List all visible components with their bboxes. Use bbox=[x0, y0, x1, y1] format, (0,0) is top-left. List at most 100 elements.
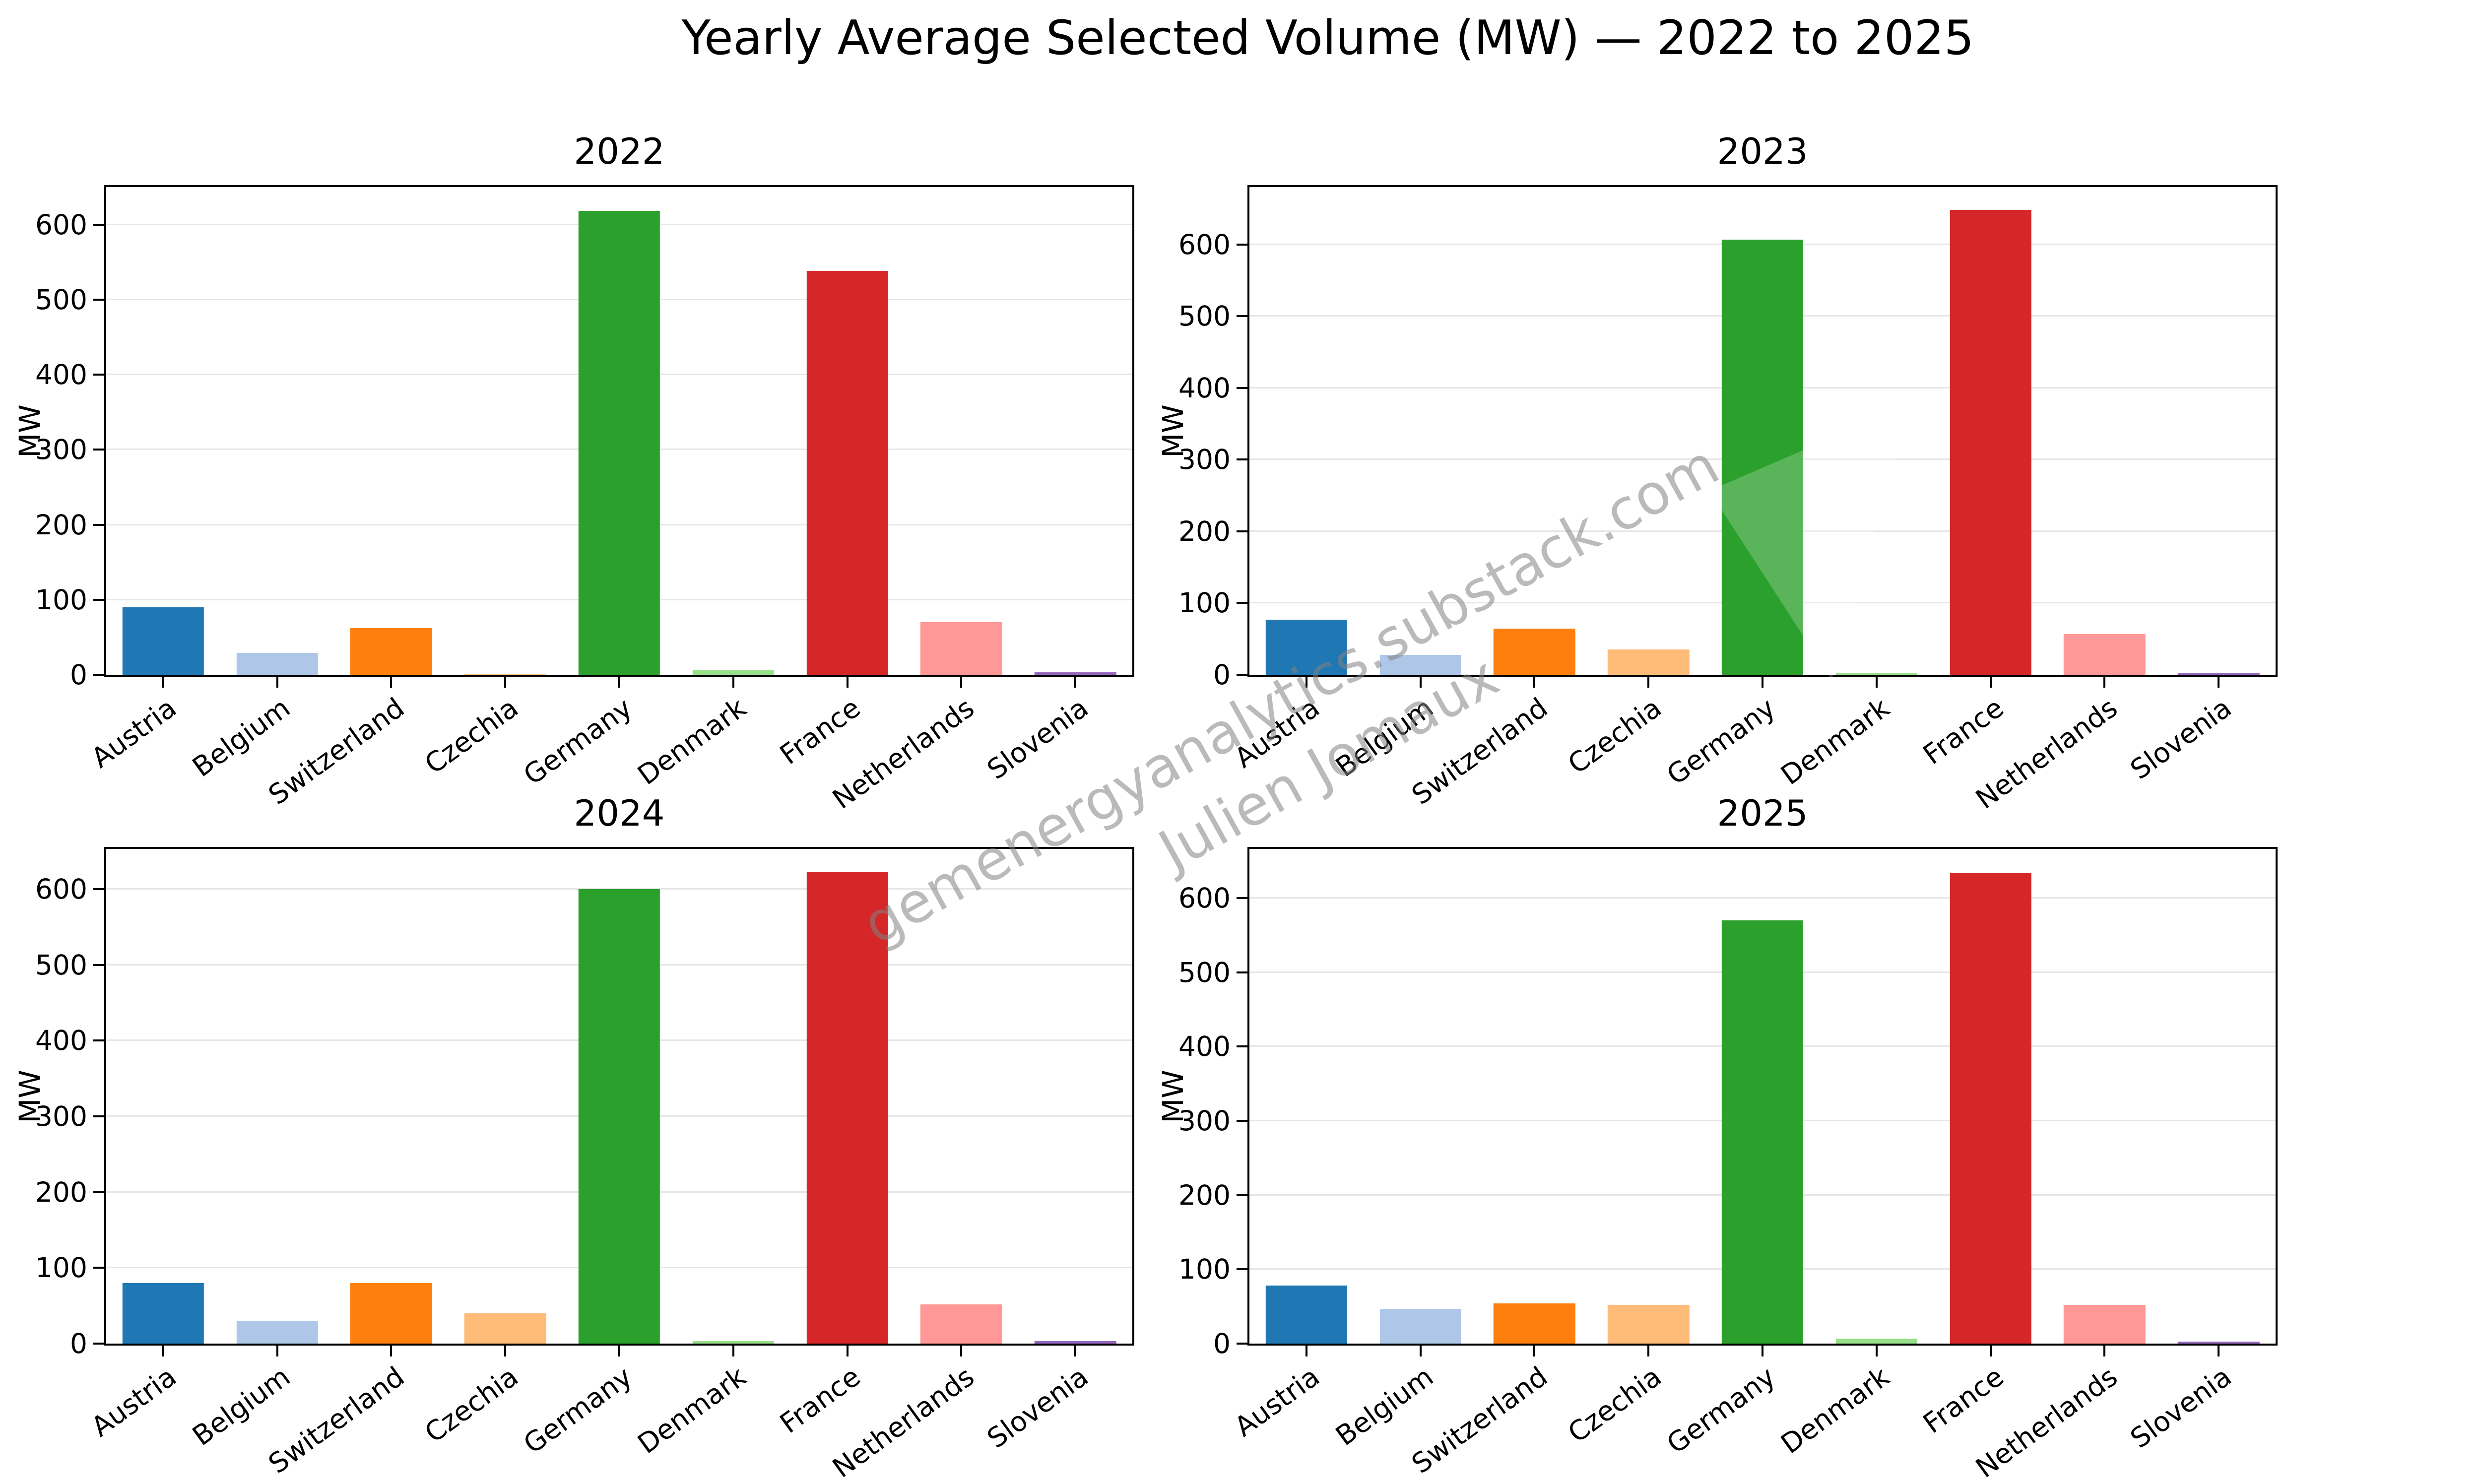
y-tick-mark bbox=[1237, 1343, 1247, 1345]
x-tick-label: Slovenia bbox=[981, 1360, 1094, 1455]
bar-slovenia bbox=[2177, 672, 2260, 675]
y-tick-label: 400 bbox=[35, 1025, 87, 1057]
y-axis-label: MW bbox=[13, 404, 47, 458]
x-tick-label: Germany bbox=[518, 1360, 638, 1460]
bar-belgium bbox=[236, 653, 318, 675]
x-tick-mark bbox=[846, 677, 849, 688]
subplot-2022: 2022 0 100 200 300 400 500 600 Austria Belgium Swi… bbox=[13, 130, 1134, 815]
x-tick-label: France bbox=[774, 692, 866, 771]
x-tick-mark bbox=[2103, 677, 2106, 688]
x-tick-mark bbox=[2103, 1346, 2106, 1356]
y-tick-mark bbox=[1237, 243, 1247, 246]
axes-2025: 0 100 200 300 400 500 600 Austria Belgium Switzer… bbox=[1178, 847, 2278, 1484]
x-tick-label: Belgium bbox=[187, 692, 296, 783]
x-tick-mark bbox=[2218, 677, 2220, 688]
y-tick-mark bbox=[1237, 1194, 1247, 1196]
y-tick-label: 500 bbox=[1178, 956, 1231, 988]
x-tick-mark bbox=[504, 1346, 507, 1356]
x-tick-label: Austria bbox=[85, 692, 182, 774]
bar-germany bbox=[578, 889, 660, 1344]
gridline bbox=[1249, 897, 2276, 899]
bar-slovenia bbox=[1034, 1341, 1116, 1344]
x-tick-mark bbox=[960, 677, 963, 688]
bar-austria bbox=[1265, 619, 1348, 675]
y-tick-label: 300 bbox=[1178, 1104, 1231, 1137]
bar-switzerland bbox=[350, 1283, 432, 1344]
y-tick-mark bbox=[93, 598, 104, 601]
x-tick-mark bbox=[618, 1346, 620, 1356]
x-tick-label: Slovenia bbox=[2124, 1360, 2237, 1455]
bar-denmark bbox=[1835, 1338, 1917, 1344]
y-tick-mark bbox=[93, 298, 104, 301]
y-tick-label: 200 bbox=[35, 1176, 87, 1208]
bar-denmark bbox=[1835, 672, 1917, 675]
bar-austria bbox=[122, 607, 204, 675]
y-tick-mark bbox=[93, 1191, 104, 1193]
x-tick-label: France bbox=[1917, 692, 2010, 771]
bar-france bbox=[1950, 872, 2031, 1344]
x-tick-mark bbox=[1875, 1346, 1878, 1356]
x-tick-label: Belgium bbox=[1330, 1360, 1439, 1452]
y-tick-label: 200 bbox=[1178, 515, 1231, 547]
x-tick-label: Czechia bbox=[419, 1360, 524, 1449]
y-tick-mark bbox=[93, 1039, 104, 1042]
x-tick-label: Belgium bbox=[1330, 692, 1439, 783]
y-tick-mark bbox=[93, 674, 104, 676]
figure-title: Yearly Average Selected Volume (MW) — 20… bbox=[681, 11, 1974, 65]
x-tick-mark bbox=[960, 1346, 963, 1356]
y-tick-label: 200 bbox=[1178, 1179, 1231, 1211]
subplot-2023: 2023 0 100 200 300 400 500 600 Austria Belgium Swi… bbox=[1156, 130, 2278, 815]
x-tick-mark bbox=[846, 1346, 849, 1356]
x-tick-mark bbox=[1989, 1346, 1992, 1356]
x-tick-label: Austria bbox=[1228, 692, 1325, 774]
bar-slovenia bbox=[2177, 1341, 2260, 1344]
x-tick-label: Germany bbox=[1661, 692, 1781, 791]
bar-czechia bbox=[1608, 649, 1690, 675]
bar-switzerland bbox=[1494, 629, 1575, 675]
x-tick-label: France bbox=[1917, 1360, 2010, 1440]
x-tick-mark bbox=[162, 1346, 164, 1356]
y-tick-label: 400 bbox=[35, 359, 87, 391]
x-tick-mark bbox=[390, 1346, 392, 1356]
x-tick-mark bbox=[1762, 677, 1763, 688]
y-tick-mark bbox=[1237, 1045, 1247, 1048]
x-tick-mark bbox=[1647, 1346, 1650, 1356]
x-tick-mark bbox=[1305, 1346, 1307, 1356]
axes-2022: 0 100 200 300 400 500 600 Austria Belgium Switzer… bbox=[35, 185, 1134, 815]
subplot-title: 2024 bbox=[574, 792, 665, 834]
y-tick-mark bbox=[93, 523, 104, 526]
x-tick-label: Denmark bbox=[1775, 1360, 1895, 1460]
bar-switzerland bbox=[350, 628, 432, 675]
y-tick-mark bbox=[1237, 897, 1247, 899]
x-tick-mark bbox=[1989, 677, 1992, 688]
x-tick-mark bbox=[1419, 677, 1422, 688]
y-tick-label: 100 bbox=[1178, 587, 1231, 619]
x-tick-mark bbox=[1533, 1346, 1536, 1356]
y-tick-mark bbox=[93, 1115, 104, 1117]
x-tick-mark bbox=[390, 677, 392, 688]
y-tick-mark bbox=[93, 964, 104, 966]
subplot-title: 2022 bbox=[574, 130, 665, 172]
y-tick-label: 500 bbox=[35, 283, 87, 316]
y-axis-label: MW bbox=[1156, 1069, 1190, 1123]
x-tick-label: Belgium bbox=[187, 1360, 296, 1452]
y-tick-label: 300 bbox=[1178, 444, 1231, 476]
x-tick-mark bbox=[1305, 677, 1307, 688]
y-tick-mark bbox=[1237, 530, 1247, 532]
x-tick-mark bbox=[1762, 1346, 1763, 1356]
bar-netherlands bbox=[920, 1304, 1002, 1344]
y-tick-label: 500 bbox=[35, 949, 87, 981]
bar-france bbox=[806, 271, 888, 675]
y-tick-label: 600 bbox=[1178, 228, 1231, 260]
y-tick-mark bbox=[1237, 1268, 1247, 1271]
x-tick-label: Denmark bbox=[632, 692, 752, 791]
x-tick-mark bbox=[1419, 1346, 1422, 1356]
bar-germany bbox=[578, 211, 660, 675]
y-tick-label: 600 bbox=[35, 208, 87, 241]
x-tick-mark bbox=[732, 677, 734, 688]
y-axis-label: MW bbox=[1156, 404, 1190, 458]
subplot-title: 2025 bbox=[1717, 792, 1808, 834]
bar-denmark bbox=[692, 1341, 774, 1344]
x-tick-mark bbox=[1074, 1346, 1077, 1356]
y-tick-mark bbox=[93, 449, 104, 451]
